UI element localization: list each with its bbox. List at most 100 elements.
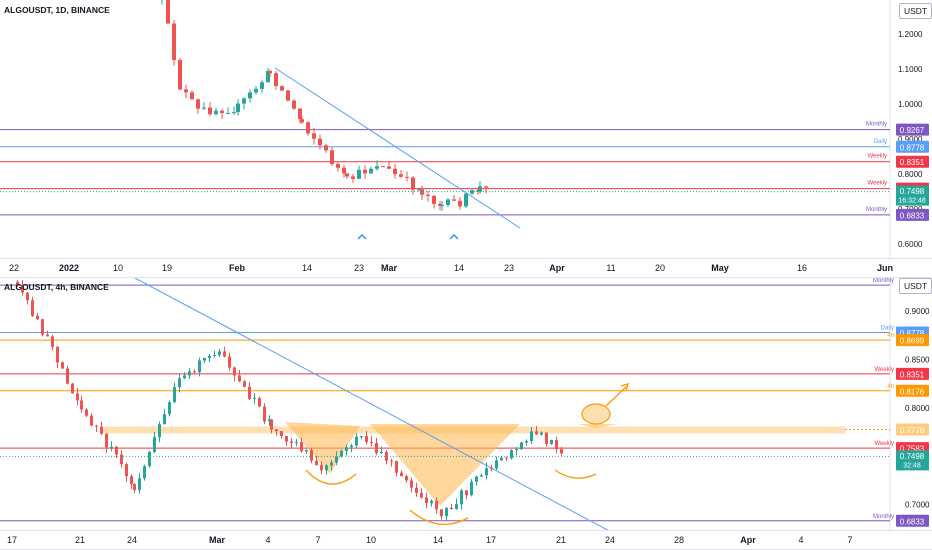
candle-body <box>41 319 44 335</box>
currency-badge[interactable]: USDT <box>899 3 932 19</box>
candle-body <box>214 110 218 115</box>
current-price-value: 0.7498 <box>900 187 925 196</box>
level-price-badge: 0.8351 <box>900 158 925 167</box>
daily-chart-canvas[interactable]: 1.20001.10001.00000.90000.80000.70000.60… <box>0 0 932 258</box>
candle-body <box>275 429 278 432</box>
neckline-price-badge-bg <box>896 423 929 436</box>
candle-body <box>120 454 123 465</box>
candle-body <box>298 108 302 120</box>
candle-body <box>405 476 408 481</box>
price-tick-label: 0.8000 <box>898 170 923 179</box>
candle-body <box>446 199 450 206</box>
candle-body <box>110 446 113 448</box>
time-tick-label: 17 <box>6 535 18 545</box>
candle-body <box>342 167 346 174</box>
candle-body <box>320 465 323 471</box>
candle-body <box>280 86 284 91</box>
candle-body <box>190 92 194 100</box>
time-tick-label: 14 <box>453 263 465 273</box>
candle-body <box>220 110 224 114</box>
candle-body <box>540 432 543 435</box>
candle-body <box>188 371 191 376</box>
candle-body <box>385 451 388 461</box>
candle-body <box>399 174 403 177</box>
candle-body <box>46 334 49 337</box>
candle-body <box>375 442 378 453</box>
price-tick-label: 0.6000 <box>898 240 923 249</box>
candle-body <box>105 433 108 448</box>
candle-body <box>263 406 266 422</box>
breakout-arrow <box>605 385 628 407</box>
candle-body <box>248 92 252 99</box>
candle-body <box>478 186 482 192</box>
level-price-badge-bg <box>896 334 929 347</box>
time-tick-label: Mar <box>208 535 226 545</box>
time-tick-label: 4 <box>798 535 804 545</box>
time-tick-label: Feb <box>228 263 246 273</box>
time-tick-label: 17 <box>485 535 497 545</box>
candle-body <box>228 356 231 368</box>
time-tick-label: 23 <box>353 263 365 273</box>
time-tick-label: 10 <box>112 263 124 273</box>
candle-body <box>232 112 236 114</box>
candle-body <box>100 426 103 434</box>
four-hour-chart-pane[interactable]: 0.90000.85000.80000.75000.7000MonthlyDai… <box>0 278 932 536</box>
candle-body <box>130 476 133 485</box>
level-price-badge-bg <box>896 208 929 221</box>
candle-body <box>363 169 367 174</box>
price-tick-label: 1.1000 <box>898 65 923 74</box>
currency-badge[interactable]: USDT <box>899 278 932 294</box>
candle-body <box>153 437 156 452</box>
candle-body <box>435 500 438 510</box>
level-label: Weekly <box>874 441 894 447</box>
candle-body <box>440 509 443 517</box>
time-axis[interactable]: 22 2022 10 19 Feb 14 23 Mar 14 23 Apr 11 20 May 16 Jun <box>0 258 932 278</box>
level-price-badge: 0.8778 <box>900 143 925 152</box>
candle-body <box>286 90 290 101</box>
candle-body <box>71 383 74 394</box>
level-label: Monthly <box>866 207 887 213</box>
time-tick-label: 24 <box>126 535 138 545</box>
trendline <box>274 67 521 229</box>
candle-body <box>336 164 340 168</box>
candle-body <box>226 112 230 114</box>
candle-body <box>36 315 39 320</box>
level-label: Monthly <box>873 514 894 520</box>
candle-body <box>500 457 503 461</box>
price-tick-label: 0.7000 <box>905 501 930 510</box>
four-hour-chart-canvas[interactable]: 0.90000.85000.80000.75000.7000MonthlyDai… <box>0 278 932 530</box>
candle-body <box>458 200 462 207</box>
level-price-badge-bg <box>896 123 929 136</box>
price-tick-label: 1.2000 <box>898 30 923 39</box>
candle-body <box>520 442 523 450</box>
candle-body <box>545 432 548 444</box>
current-price-badge-bg <box>896 185 929 206</box>
chart-title: ALGOUSDT, 4h, BINANCE <box>4 282 109 292</box>
candle-body <box>238 375 241 382</box>
time-tick-label: 14 <box>301 263 313 273</box>
daily-chart-pane[interactable]: 1.20001.10001.00000.90000.80000.70000.60… <box>0 0 932 258</box>
candle-body <box>183 375 186 379</box>
candle-body <box>80 400 83 410</box>
candle-body <box>430 500 433 504</box>
chart-title: ALGOUSDT, 1D, BINANCE <box>4 5 110 15</box>
candle-body <box>405 176 409 178</box>
candle-body <box>390 460 393 462</box>
candle-body <box>61 362 64 369</box>
level-label: Weekly <box>874 367 894 373</box>
time-axis[interactable]: 17 21 24 Mar 4 7 10 14 17 21 24 28 Apr 4 7 <box>0 530 932 550</box>
candle-body <box>236 103 240 113</box>
trendline <box>134 278 609 530</box>
candle-body <box>369 168 373 174</box>
current-price-value: 0.7498 <box>900 452 925 461</box>
target-circle <box>581 403 611 425</box>
time-tick-label: 21 <box>555 535 567 545</box>
candle-body <box>285 436 288 442</box>
candle-body <box>254 88 258 93</box>
time-tick-label: 28 <box>673 535 685 545</box>
head-fill <box>370 424 520 506</box>
candle-body <box>464 193 468 207</box>
candle-body <box>184 89 188 93</box>
candle-body <box>51 336 54 347</box>
candle-body <box>268 70 272 74</box>
